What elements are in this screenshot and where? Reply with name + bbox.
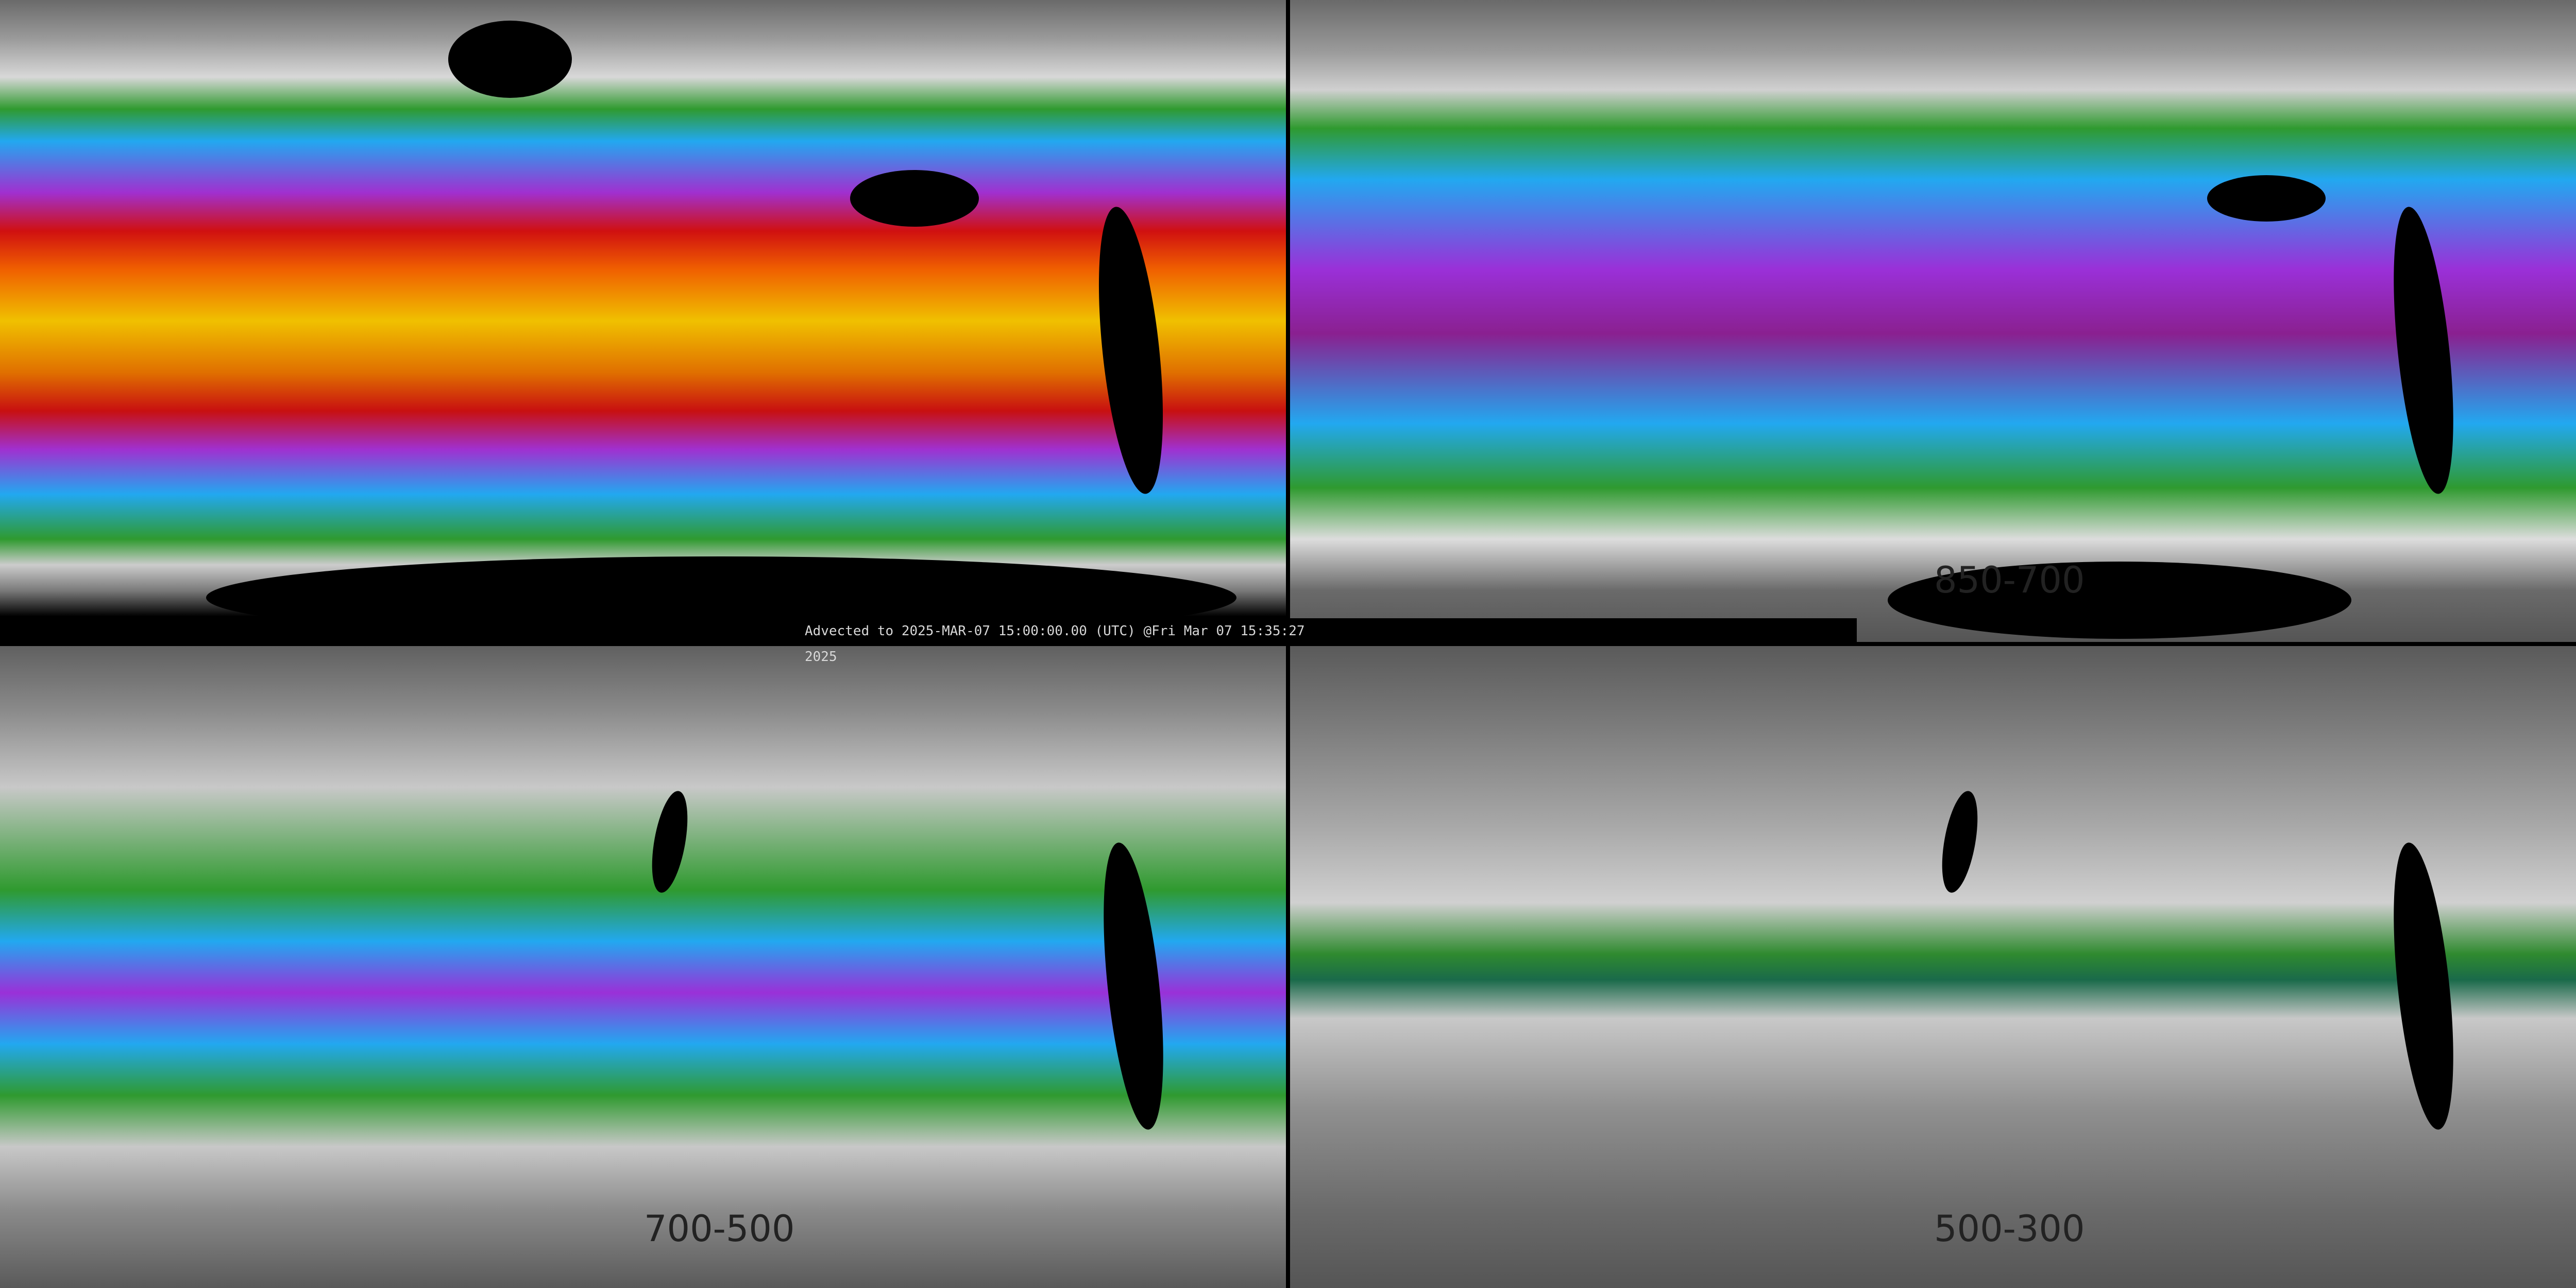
tibet-mask [2207,175,2326,222]
antarctica-mask [1888,562,2351,639]
data-gap-swath [1088,204,1174,497]
data-gap-swath [2383,204,2464,497]
panel-label: 500-300 [1934,1208,2085,1250]
panel-700-500: 700-500 [0,646,1286,1288]
data-gap-swath [1093,840,1174,1132]
panel-surface-850 [0,0,1286,642]
panel-label: 850-700 [1934,559,2085,601]
black-bar [1290,618,1857,643]
panel-500-300: 500-300 [1290,646,2576,1288]
data-gap-swath [2383,840,2464,1132]
tibet-mask [850,170,979,227]
panel-850-700: 850-700 [1290,0,2576,642]
data-gap-swath [646,788,694,895]
greenland-mask [448,21,572,98]
timestamp-label: Advected to 2025-MAR-07 15:00:00.00 (UTC… [799,618,1320,665]
data-gap-swath [1936,788,1984,895]
panel-divider-horizontal [0,642,2576,646]
panel-label: 700-500 [644,1208,795,1250]
